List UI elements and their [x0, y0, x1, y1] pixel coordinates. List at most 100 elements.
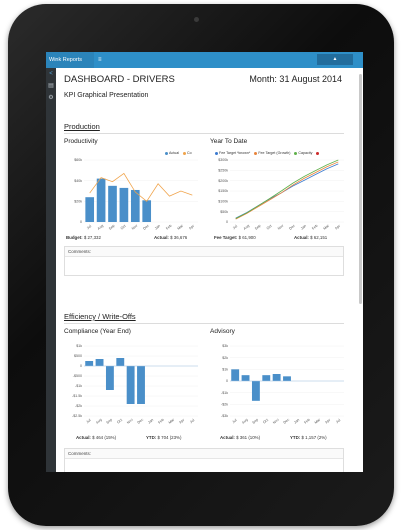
y-tick-label: -$500	[73, 374, 82, 378]
series-line	[89, 172, 193, 202]
legend-dot	[316, 151, 320, 155]
sidebar: < ▤ ⚙	[46, 68, 56, 472]
x-tick-label: Sep	[108, 224, 115, 231]
actual-label: Actual:	[220, 435, 235, 440]
budget-value: $ 27,332	[83, 235, 101, 240]
bar	[105, 366, 114, 390]
bar	[142, 200, 152, 222]
x-tick-label: Jul	[335, 418, 341, 424]
bar	[85, 361, 94, 366]
x-tick-label: Mar	[314, 417, 322, 425]
x-tick-label: Jul	[231, 418, 237, 424]
y-tick-label: -$2k	[75, 404, 82, 408]
x-tick-label: Nov	[131, 224, 139, 231]
document-icon[interactable]: ▤	[48, 83, 54, 89]
x-tick-label: Oct	[262, 418, 269, 425]
brand-label: Wink Reports	[49, 57, 83, 63]
y-tick-label: $100k	[218, 200, 228, 204]
bar	[126, 366, 135, 404]
comments-label: Comments:	[65, 449, 343, 459]
x-tick-label: Apr	[178, 417, 185, 424]
advisory-title: Advisory	[210, 328, 235, 335]
user-menu-button[interactable]: ▲	[317, 54, 353, 65]
ytd-value: $ 704 (23%)	[157, 435, 182, 440]
month-label: Month: 31 August 2014	[249, 74, 342, 84]
camera	[194, 17, 199, 22]
y-tick-label: 0	[226, 220, 228, 224]
y-tick-label: $1k	[76, 344, 82, 348]
y-tick-label: 0	[80, 220, 82, 224]
ytd-footer: Fee Target: $ 61,900	[214, 235, 256, 240]
x-tick-label: Dec	[288, 224, 296, 231]
ytd-title: Year To Date	[210, 138, 248, 145]
legend-label: Fee Target (Growth)	[258, 151, 291, 155]
bar	[283, 376, 291, 381]
bar	[116, 358, 125, 366]
section-production: Production	[64, 122, 100, 131]
productivity-footer: Budget: $ 27,332	[66, 235, 101, 240]
x-tick-label: Nov	[272, 418, 280, 425]
bar	[262, 375, 271, 381]
x-tick-label: Aug	[241, 418, 248, 425]
scrollbar[interactable]	[359, 74, 362, 304]
x-tick-label: Mar	[323, 223, 331, 231]
comments-field[interactable]	[65, 459, 343, 472]
tablet-frame: Wink Reports ≡ ▲ < ▤ ⚙ DASHBOARD - DRIVE…	[8, 4, 394, 526]
actual-label: Actual:	[76, 435, 91, 440]
compliance-title: Compliance (Year End)	[64, 328, 131, 335]
actual-value: $ 464 (15%)	[92, 435, 117, 440]
budget-label: Budget:	[66, 235, 83, 240]
y-tick-label: $50k	[220, 210, 228, 214]
ytd-value: $ 1,157 (2%)	[301, 435, 327, 440]
bar	[130, 189, 140, 222]
y-tick-label: $3k	[222, 344, 228, 348]
x-tick-label: Oct	[120, 224, 127, 231]
legend-dot	[294, 151, 298, 155]
bar	[95, 359, 104, 366]
bar	[137, 366, 145, 404]
x-tick-label: Aug	[97, 224, 104, 231]
actual-label: Actual:	[154, 235, 169, 240]
menu-icon[interactable]: ≡	[98, 57, 102, 63]
actual-label: Actual:	[294, 235, 309, 240]
gear-icon[interactable]: ⚙	[48, 95, 54, 101]
y-tick-label: $150k	[218, 189, 228, 193]
x-tick-label: Nov	[126, 418, 134, 425]
y-tick-label: $40k	[74, 179, 82, 183]
productivity-chart-svg: $60k $40k $20k 0 Jul Aug Sep Oct Nov Dec Jan Feb Mar…	[74, 158, 198, 231]
x-tick-label: Jan	[147, 418, 154, 425]
advisory-footer-ytd: YTD: $ 1,157 (2%)	[290, 435, 327, 440]
x-tick-label: Apr	[188, 223, 195, 230]
y-tick-label: $250k	[218, 169, 228, 173]
app-brand[interactable]: Wink Reports	[46, 52, 94, 68]
fee-target-label: Fee Target:	[214, 235, 238, 240]
share-icon[interactable]: <	[49, 71, 53, 77]
x-tick-label: Jul	[189, 418, 195, 424]
ytd-chart: $300k $250k $200k $150k $100k $50k 0 Jul Aug Sep O…	[210, 156, 350, 239]
legend-label: Co	[187, 151, 192, 155]
advisory-chart: $3k $2k $1k 0 -$1k -$2k -$3k Jul Aug Sep Oct Nov Dec…	[210, 342, 350, 433]
productivity-title: Productivity	[64, 138, 98, 145]
comments-label: Comments:	[65, 247, 343, 257]
x-tick-label: Mar	[177, 223, 185, 231]
legend-label: Capacity	[298, 151, 313, 155]
y-tick-label: 0	[80, 364, 82, 368]
comments-field[interactable]	[65, 257, 343, 275]
x-tick-label: Sep	[106, 418, 113, 425]
y-tick-label: -$2k	[221, 403, 228, 407]
comments-panel: Comments:	[64, 448, 344, 472]
section-divider	[64, 133, 344, 134]
legend-dot	[254, 151, 258, 155]
bar	[272, 374, 281, 381]
y-tick-label: $500	[74, 354, 82, 358]
ytd-legend: Fee Target *known* Fee Target (Growth) C…	[212, 151, 320, 155]
top-bar: Wink Reports ≡ ▲	[46, 52, 363, 68]
x-tick-label: Dec	[137, 418, 145, 425]
x-tick-label: Oct	[116, 418, 123, 425]
actual-value: $ 62,151	[310, 235, 328, 240]
y-tick-label: 0	[226, 379, 228, 383]
y-tick-label: $2k	[222, 356, 228, 360]
bar	[251, 381, 260, 401]
productivity-legend: Actual Co	[162, 151, 192, 155]
